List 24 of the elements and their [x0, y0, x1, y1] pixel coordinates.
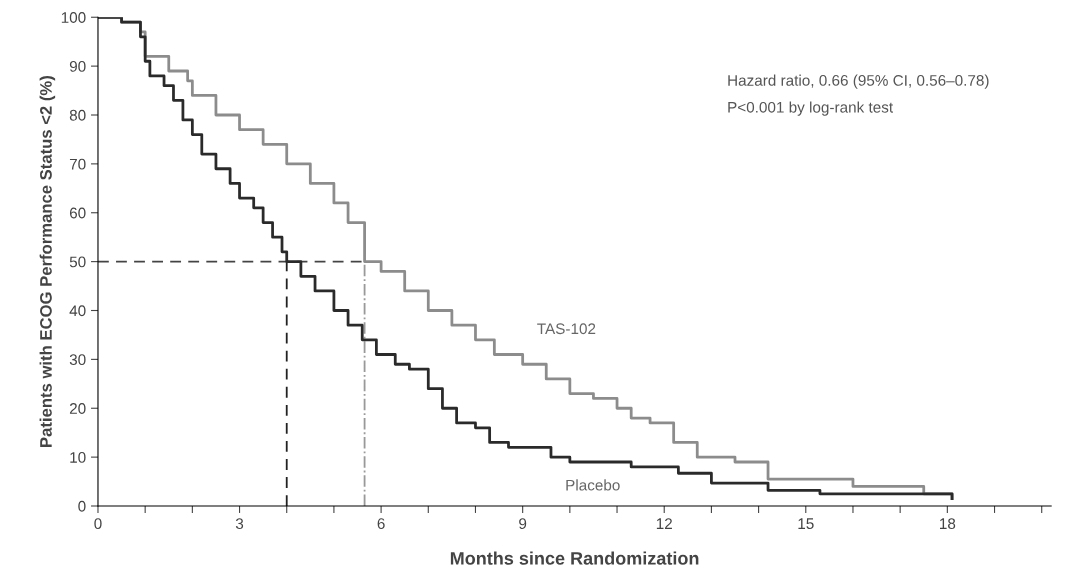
y-tick-label: 0 — [78, 500, 86, 512]
x-tick-label: 6 — [377, 518, 385, 530]
y-axis-title: Patients with ECOG Performance Status <2 (%) — [39, 76, 56, 447]
y-tick-label: 40 — [69, 305, 86, 317]
x-tick-label: 18 — [940, 518, 956, 530]
y-tick-label: 50 — [69, 256, 86, 268]
y-tick-label: 60 — [69, 207, 86, 219]
series-label: TAS-102 — [537, 323, 596, 335]
x-tick-label: 9 — [519, 518, 527, 530]
y-tick-label: 100 — [61, 12, 86, 23]
x-tick-label: 0 — [94, 518, 102, 530]
annotation: P<0.001 by log-rank test — [728, 101, 893, 116]
x-tick-label: 15 — [798, 518, 814, 530]
x-tick-label: 12 — [656, 518, 672, 529]
x-tick-label: 3 — [235, 518, 244, 530]
y-tick-label: 70 — [69, 158, 86, 170]
series-label: Placebo — [566, 479, 620, 491]
y-tick-label: 20 — [69, 403, 86, 414]
annotation: Hazard ratio, 0.66 (95% CI, 0.56–0.78) — [728, 74, 989, 89]
x-axis-title: Months since Randomization — [450, 551, 699, 565]
y-tick-label: 30 — [69, 354, 86, 366]
y-tick-label: 90 — [69, 60, 86, 72]
y-tick-label: 10 — [70, 451, 86, 463]
y-tick-label: 80 — [69, 109, 86, 121]
